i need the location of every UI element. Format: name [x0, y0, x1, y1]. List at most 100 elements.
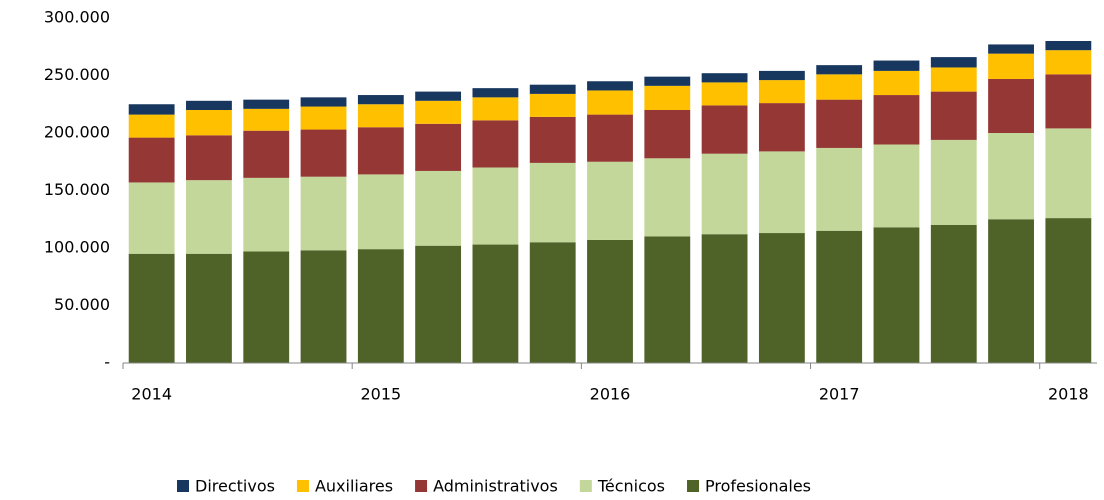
bar-segment [930, 225, 977, 363]
bar-segment [128, 104, 175, 115]
bar-segment [300, 106, 347, 130]
bar-segment [529, 84, 576, 94]
bar-segment [873, 144, 920, 228]
bar-segment [587, 90, 633, 115]
bar-segment [701, 105, 748, 154]
bar-segment [930, 139, 977, 225]
bar-segment [816, 99, 863, 148]
legend-label: Administrativos [433, 477, 558, 496]
legend-swatch [296, 480, 309, 492]
bar-segment [930, 67, 977, 92]
bar-segment [128, 253, 175, 363]
bar-segment [357, 127, 404, 175]
bar-segment [701, 73, 748, 83]
bar-segment [300, 97, 347, 107]
bar-segment [415, 245, 462, 363]
bar-segment [243, 177, 290, 252]
bar-segment [644, 85, 691, 110]
bar-segment [587, 81, 633, 91]
bar-segment [873, 95, 920, 145]
bar-segment [415, 91, 462, 101]
legend-swatch [687, 480, 700, 492]
bar-segment [1045, 50, 1092, 75]
bar-segment [529, 162, 576, 243]
bar-segment [472, 244, 519, 363]
bar-segment [472, 120, 519, 168]
bar-segment [415, 123, 462, 171]
bar-segment [988, 219, 1034, 363]
legend-label: Técnicos [597, 477, 665, 496]
bar-segment [186, 100, 232, 110]
bar-segment [529, 242, 576, 363]
bar-segment [701, 234, 748, 363]
legend-swatch [579, 480, 592, 492]
bar-segment [587, 114, 633, 162]
x-tick-label: 2016 [590, 385, 631, 404]
bar-segment [816, 65, 863, 75]
x-tick-label: 2018 [1048, 385, 1089, 404]
bar-segment [701, 82, 748, 106]
bar-segment [128, 137, 175, 183]
bar-segment [529, 93, 576, 117]
bar-segment [128, 182, 175, 254]
bar-segment [357, 104, 404, 128]
bar-segment [873, 60, 920, 71]
bar-segment [529, 116, 576, 163]
y-tick-label: 200.000 [44, 123, 110, 142]
legend-label: Profesionales [705, 477, 811, 496]
bar-segment [472, 88, 519, 98]
legend-label: Directivos [195, 477, 275, 496]
y-tick-label: - [104, 353, 110, 372]
bar-segment [243, 130, 290, 178]
bar-segment [1045, 41, 1092, 51]
bar-segment [930, 57, 977, 68]
bar-segment [701, 153, 748, 235]
bar-segment [758, 233, 805, 363]
bar-segment [816, 230, 863, 363]
y-tick-label: 250.000 [44, 65, 110, 84]
bar-segment [644, 76, 691, 86]
bar-segment [644, 110, 691, 159]
bar-segment [186, 253, 232, 363]
bar-segment [758, 70, 805, 81]
x-tick-label: 2017 [819, 385, 860, 404]
bar-segment [1045, 218, 1092, 363]
bar-segment [873, 227, 920, 363]
bar-segment [816, 74, 863, 100]
legend-swatch [177, 480, 189, 492]
bar-segment [758, 103, 805, 152]
bar-segment [357, 95, 404, 105]
bar-segment [186, 135, 232, 181]
bar-segment [300, 129, 347, 177]
bar-segment [988, 78, 1034, 133]
bar-segment [873, 70, 920, 96]
legend-label: Auxiliares [315, 477, 393, 496]
bar-segment [186, 110, 232, 136]
bar-segment [1045, 74, 1092, 129]
bar-segment [587, 161, 633, 240]
bar-segment [644, 158, 691, 237]
y-tick-label: 300.000 [44, 8, 110, 27]
bar-segment [587, 239, 633, 363]
bar-segment [186, 180, 232, 254]
y-tick-label: 150.000 [44, 180, 110, 199]
bar-segment [415, 170, 462, 246]
bar-segment [816, 147, 863, 231]
y-tick-label: 50.000 [54, 295, 110, 314]
x-tick-label: 2014 [131, 385, 172, 404]
x-tick-label: 2015 [360, 385, 401, 404]
bar-segment [472, 97, 519, 121]
bar-segment [300, 250, 347, 363]
bar-segment [988, 133, 1034, 220]
bar-segment [758, 80, 805, 104]
bar-segment [988, 44, 1034, 54]
bar-segment [415, 100, 462, 124]
bar-segment [1045, 128, 1092, 219]
bar-segment [357, 249, 404, 363]
bar-segment [243, 108, 290, 131]
legend-swatch [415, 480, 428, 492]
bar-segment [930, 91, 977, 140]
bar-segment [243, 99, 290, 109]
bar-segment [644, 236, 691, 363]
